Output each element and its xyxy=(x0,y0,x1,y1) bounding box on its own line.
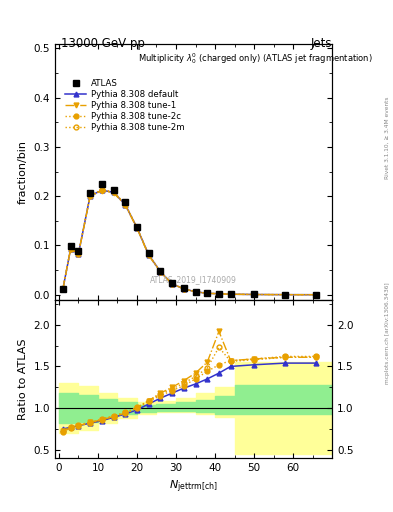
Text: mcplots.cern.ch [arXiv:1306.3436]: mcplots.cern.ch [arXiv:1306.3436] xyxy=(385,282,390,383)
Text: Jets: Jets xyxy=(310,37,332,50)
Text: Rivet 3.1.10, ≥ 3.4M events: Rivet 3.1.10, ≥ 3.4M events xyxy=(385,97,390,180)
Legend: ATLAS, Pythia 8.308 default, Pythia 8.308 tune-1, Pythia 8.308 tune-2c, Pythia 8: ATLAS, Pythia 8.308 default, Pythia 8.30… xyxy=(65,78,184,132)
Y-axis label: Ratio to ATLAS: Ratio to ATLAS xyxy=(18,338,28,420)
Text: ATLAS_2019_I1740909: ATLAS_2019_I1740909 xyxy=(150,275,237,284)
X-axis label: $N_{\mathrm{jettrm[ch]}}$: $N_{\mathrm{jettrm[ch]}}$ xyxy=(169,479,218,495)
Y-axis label: fraction/bin: fraction/bin xyxy=(18,140,28,204)
Text: Multiplicity $\lambda_0^0$ (charged only) (ATLAS jet fragmentation): Multiplicity $\lambda_0^0$ (charged only… xyxy=(138,51,373,66)
Text: 13000 GeV pp: 13000 GeV pp xyxy=(61,37,145,50)
